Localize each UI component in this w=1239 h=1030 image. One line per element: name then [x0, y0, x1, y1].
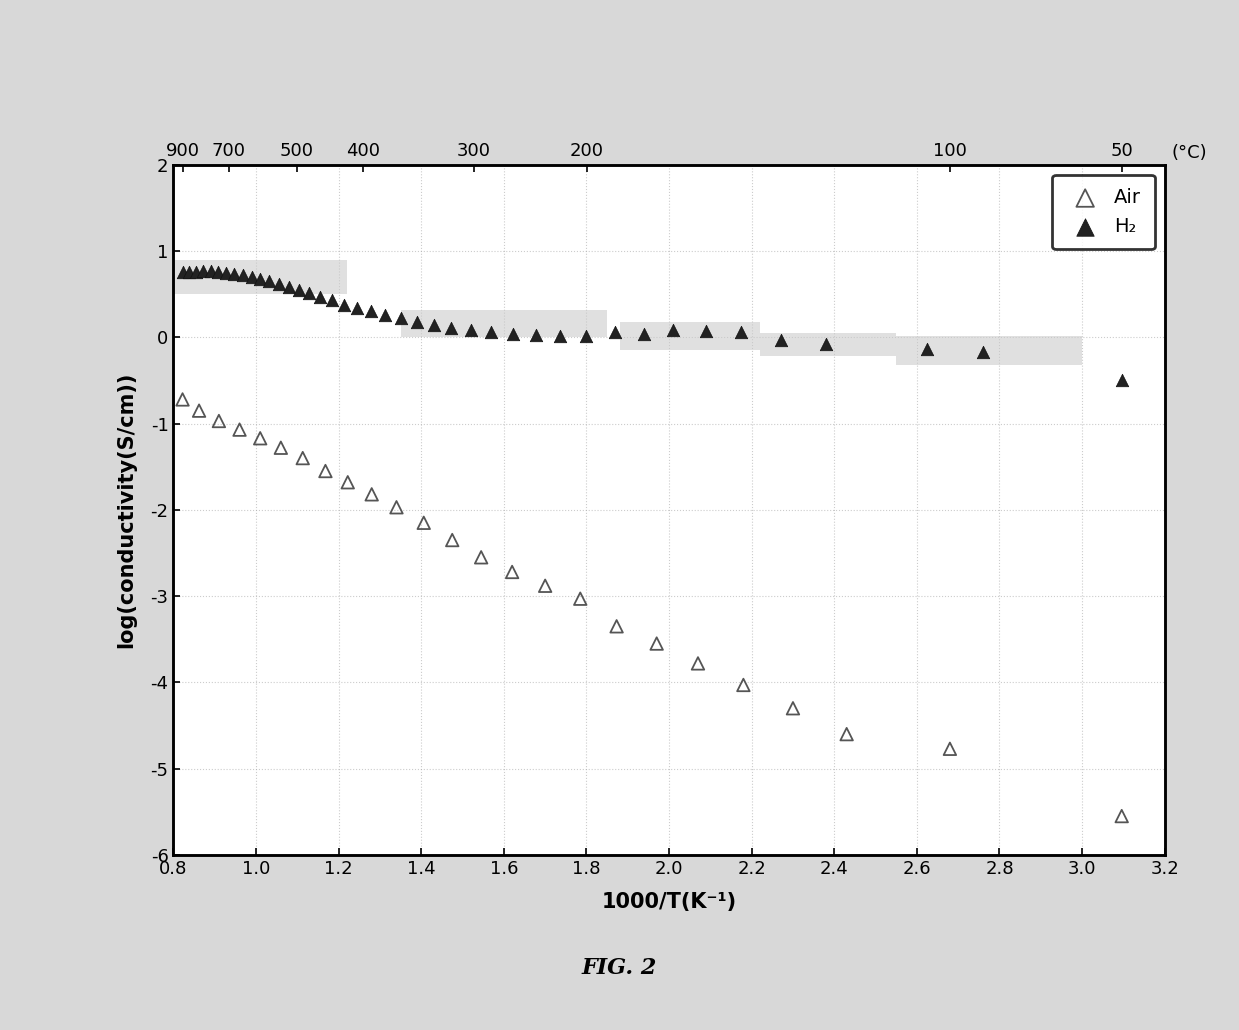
- H₂: [390, 310, 410, 327]
- Air: [229, 421, 249, 438]
- Air: [570, 590, 590, 607]
- H₂: [576, 329, 596, 345]
- Air: [387, 499, 406, 515]
- H₂: [172, 264, 192, 280]
- H₂: [310, 288, 330, 305]
- Bar: [896, 337, 1082, 365]
- H₂: [696, 323, 716, 340]
- Air: [1111, 808, 1131, 824]
- H₂: [208, 264, 228, 280]
- H₂: [375, 307, 395, 323]
- Legend: Air, H₂: Air, H₂: [1052, 174, 1155, 249]
- H₂: [550, 328, 570, 344]
- Air: [414, 515, 434, 531]
- H₂: [408, 313, 427, 330]
- H₂: [269, 276, 289, 293]
- H₂: [441, 319, 461, 336]
- X-axis label: 1000/T(K⁻¹): 1000/T(K⁻¹): [601, 892, 737, 912]
- Air: [442, 531, 462, 548]
- Air: [271, 440, 291, 456]
- H₂: [216, 265, 235, 281]
- Air: [292, 450, 312, 467]
- H₂: [289, 281, 309, 298]
- Air: [647, 636, 667, 652]
- H₂: [482, 323, 502, 340]
- H₂: [1111, 372, 1131, 388]
- H₂: [279, 279, 299, 296]
- Air: [535, 578, 555, 594]
- Air: [471, 549, 491, 565]
- Bar: [760, 333, 896, 356]
- Text: (°C): (°C): [1172, 144, 1207, 162]
- H₂: [663, 322, 683, 339]
- Air: [172, 391, 192, 408]
- H₂: [335, 297, 354, 313]
- Air: [250, 430, 270, 446]
- H₂: [201, 263, 221, 279]
- Text: FIG. 2: FIG. 2: [582, 957, 657, 980]
- Bar: [173, 260, 347, 295]
- H₂: [299, 285, 318, 302]
- Air: [688, 655, 707, 672]
- Air: [338, 474, 358, 490]
- Air: [783, 700, 803, 717]
- Air: [362, 486, 382, 503]
- H₂: [347, 300, 367, 316]
- H₂: [817, 336, 836, 352]
- H₂: [424, 317, 444, 334]
- Air: [836, 726, 856, 743]
- Air: [316, 462, 336, 479]
- H₂: [322, 291, 342, 308]
- Bar: [400, 310, 607, 338]
- H₂: [193, 263, 213, 279]
- H₂: [361, 303, 380, 319]
- Air: [190, 403, 209, 419]
- H₂: [527, 327, 546, 343]
- H₂: [634, 325, 654, 342]
- H₂: [731, 323, 751, 340]
- H₂: [224, 266, 244, 282]
- H₂: [503, 325, 523, 342]
- Bar: [620, 321, 760, 350]
- H₂: [973, 344, 992, 360]
- H₂: [242, 269, 261, 285]
- H₂: [233, 267, 253, 283]
- Air: [209, 413, 229, 430]
- H₂: [180, 264, 199, 280]
- H₂: [259, 273, 279, 289]
- H₂: [250, 271, 270, 287]
- H₂: [917, 340, 937, 356]
- Air: [502, 563, 522, 580]
- H₂: [771, 332, 790, 348]
- Y-axis label: log(conductivity(S/cm)): log(conductivity(S/cm)): [116, 372, 136, 648]
- Air: [940, 741, 960, 757]
- Air: [607, 618, 627, 634]
- Air: [733, 677, 753, 693]
- H₂: [461, 322, 481, 339]
- H₂: [605, 323, 624, 340]
- H₂: [186, 264, 206, 280]
